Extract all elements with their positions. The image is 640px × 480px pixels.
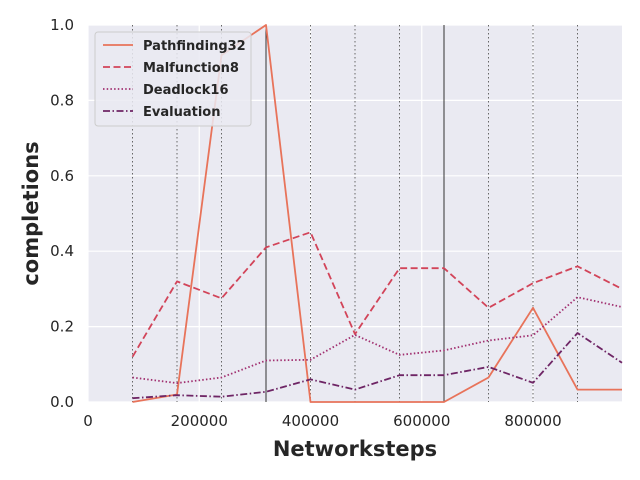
legend-label: Deadlock16 — [143, 83, 229, 98]
y-tick-labels: 0.0 0.2 0.4 0.6 0.8 1.0 — [50, 16, 74, 411]
series-line-malfunction8 — [131, 231, 623, 358]
y-tick-label: 1.0 — [50, 16, 74, 34]
y-tick-label: 0.4 — [50, 242, 74, 260]
x-tick-label: 200000 — [171, 412, 228, 430]
x-tick-label: 0 — [83, 412, 93, 430]
x-tick-label: 600000 — [393, 412, 450, 430]
legend-label: Malfunction8 — [143, 61, 239, 76]
x-tick-label: 400000 — [282, 412, 339, 430]
x-tick-labels: 0 200000 400000 600000 800000 — [83, 412, 561, 430]
y-tick-label: 0.0 — [50, 393, 74, 411]
y-tick-label: 0.2 — [50, 318, 74, 336]
x-axis-title: Networksteps — [273, 437, 437, 461]
legend-label: Evaluation — [143, 105, 220, 120]
y-tick-label: 0.6 — [50, 167, 74, 185]
legend-box — [94, 31, 252, 127]
y-tick-label: 0.8 — [50, 91, 74, 109]
series-line-evaluation — [132, 332, 623, 400]
series-line-deadlock16 — [132, 296, 623, 385]
vertical-markers — [132, 25, 578, 402]
x-tick-label: 800000 — [504, 412, 561, 430]
legend-label: Pathfinding32 — [143, 39, 246, 54]
legend: Pathfinding32 Malfunction8 Deadlock16 Evalu… — [94, 31, 252, 127]
y-axis-title: completions — [19, 141, 43, 285]
